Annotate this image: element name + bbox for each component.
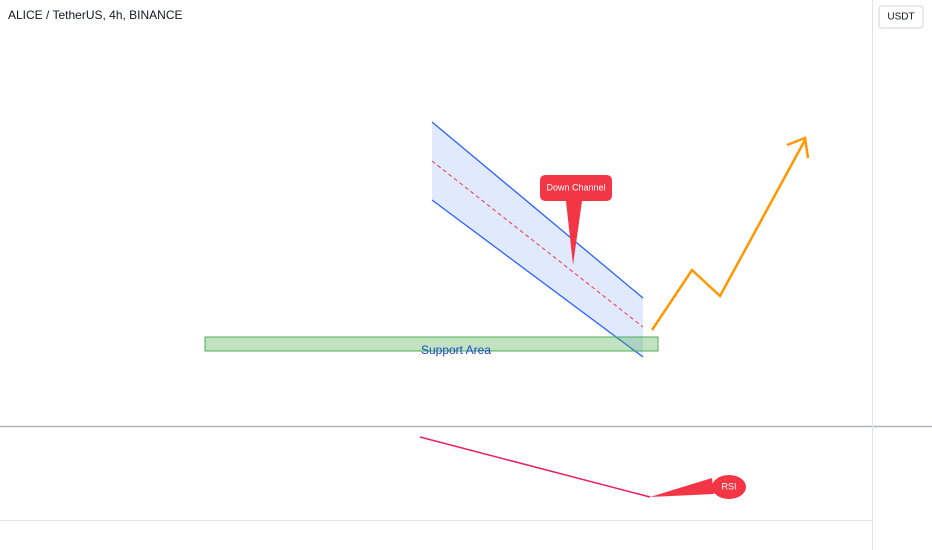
support-area (204, 336, 659, 352)
rsi-label: RSI (721, 481, 736, 491)
projection-head (786, 136, 810, 159)
rsi-trendline (419, 436, 651, 498)
rsi-pointer (650, 478, 714, 497)
support-label: Support Area (421, 343, 491, 357)
channel-lower (431, 199, 644, 358)
chart-title: ALICE / TetherUS, 4h, BINANCE (8, 8, 183, 22)
callout-label: Down Channel (546, 182, 605, 192)
rsi-bubble (712, 475, 746, 499)
callout (540, 175, 612, 265)
channel-upper (431, 121, 644, 299)
channel-fill (432, 122, 643, 357)
channel-mid (431, 160, 644, 328)
currency: USDT (887, 12, 914, 23)
projection (650, 139, 807, 331)
currency-box (878, 5, 924, 29)
